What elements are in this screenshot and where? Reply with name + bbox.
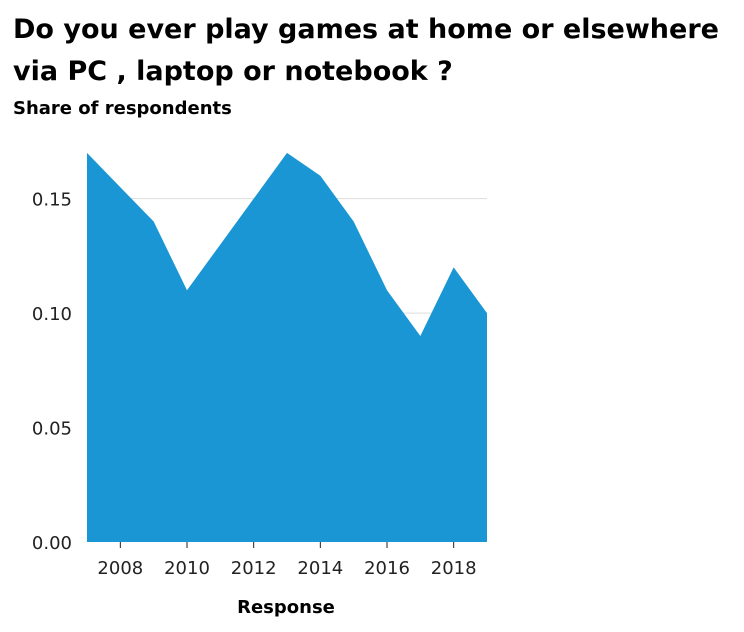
x-tick-label: 2014 bbox=[297, 558, 343, 579]
x-tick-label: 2008 bbox=[97, 558, 143, 579]
y-tick-label: 0.05 bbox=[32, 419, 72, 440]
x-axis-label: Response bbox=[237, 597, 335, 618]
y-axis-label: Share of respondents bbox=[13, 98, 232, 119]
y-tick-label: 0.00 bbox=[32, 533, 72, 554]
y-axis-ticks: 0.00 0.05 0.10 0.15 bbox=[32, 190, 72, 554]
y-tick-label: 0.15 bbox=[32, 190, 72, 211]
area-fill bbox=[87, 152, 487, 542]
x-tick-label: 2018 bbox=[431, 558, 477, 579]
chart-title-line-2: via PC , laptop or notebook ? bbox=[13, 56, 453, 87]
y-tick-label: 0.10 bbox=[32, 304, 72, 325]
x-tick-label: 2012 bbox=[231, 558, 277, 579]
x-tick-label: 2010 bbox=[164, 558, 210, 579]
x-tick-label: 2016 bbox=[364, 558, 410, 579]
area-series bbox=[87, 152, 487, 542]
x-axis-ticks: 2008 2010 2012 2014 2016 2018 bbox=[97, 542, 477, 579]
chart-title-line-1: Do you ever play games at home or elsewh… bbox=[13, 14, 719, 45]
